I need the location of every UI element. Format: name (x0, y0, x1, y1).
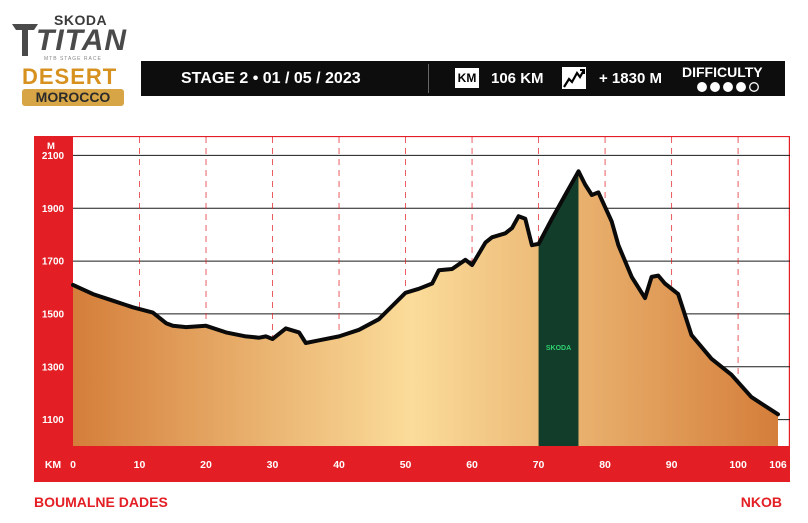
y-tick-label: 1700 (42, 257, 65, 268)
x-tick-label: 90 (666, 459, 678, 471)
logo-event: TITAN (36, 24, 128, 57)
x-axis-unit: KM (45, 459, 62, 471)
x-tick-label: 50 (400, 459, 412, 471)
x-tick-label: 20 (200, 459, 212, 471)
mountain-climb-icon (562, 67, 586, 89)
y-axis-bar (34, 136, 73, 446)
route-start: BOUMALNE DADES (34, 494, 168, 510)
difficulty-dot-filled (697, 82, 707, 92)
stage-climbing: + 1830 M (599, 70, 662, 87)
x-tick-label: 40 (333, 459, 345, 471)
logo-tagline: MTB STAGE RACE (44, 56, 102, 62)
difficulty-dot-empty (749, 82, 759, 92)
logo-brand: SKODA (54, 12, 108, 28)
event-logo: SKODA TITAN MTB STAGE RACE DESERT MOROCC… (8, 10, 126, 106)
distance-unit-badge: KM (455, 68, 479, 88)
sponsor-zone-label: SKODA (546, 345, 571, 352)
titan-t-icon (12, 24, 38, 56)
logo-edition: DESERT (22, 64, 118, 89)
y-tick-label: 1900 (42, 204, 65, 215)
difficulty-label: DIFFICULTY (682, 64, 763, 80)
stage-distance: 106 KM (491, 70, 544, 87)
difficulty-dot-filled (710, 82, 720, 92)
y-tick-label: 1300 (42, 362, 65, 373)
y-axis-unit: M (47, 141, 55, 152)
x-axis-bar (34, 446, 790, 482)
x-tick-label: 106 (769, 459, 787, 471)
difficulty-dot-filled (723, 82, 733, 92)
stage-banner: STAGE 2 • 01 / 05 / 2023 KM 106 KM + 183… (141, 61, 785, 96)
x-tick-label: 30 (267, 459, 279, 471)
x-tick-label: 70 (533, 459, 545, 471)
elevation-line (71, 169, 780, 417)
x-tick-label: 80 (599, 459, 611, 471)
x-tick-label: 0 (70, 459, 76, 471)
y-tick-label: 2100 (42, 151, 65, 162)
difficulty-dot-filled (736, 82, 746, 92)
banner-divider (428, 64, 429, 93)
route-finish: NKOB (740, 494, 782, 510)
difficulty-rating (697, 82, 759, 92)
elevation-area (73, 171, 778, 447)
elevation-profile-chart: SKODA M 1100 1300 1500 1700 1900 2100 KM 0 10 20 3… (34, 136, 790, 482)
x-tick-label: 100 (729, 459, 747, 471)
y-tick-label: 1500 (42, 309, 65, 320)
x-tick-label: 60 (466, 459, 478, 471)
y-tick-label: 1100 (42, 415, 64, 426)
x-tick-label: 10 (134, 459, 146, 471)
logo-country: MOROCCO (22, 89, 124, 106)
stage-title: STAGE 2 • 01 / 05 / 2023 (181, 70, 361, 87)
